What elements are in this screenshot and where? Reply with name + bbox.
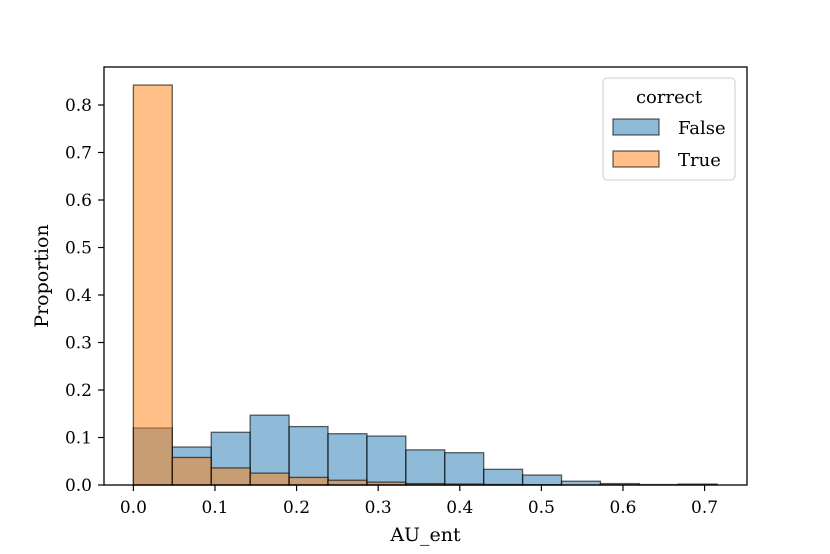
y-tick-label: 0.0 — [65, 476, 92, 496]
bar-false-7 — [405, 449, 446, 486]
x-tick-label: 0.6 — [609, 498, 636, 518]
x-tick-label: 0.1 — [201, 498, 228, 518]
x-tick-label: 0.0 — [120, 498, 147, 518]
x-tick-label: 0.3 — [365, 498, 392, 518]
x-tick-label: 0.5 — [528, 498, 555, 518]
bar-true-5 — [327, 479, 368, 486]
x-tick-label: 0.4 — [446, 498, 473, 518]
bar-true-4 — [288, 476, 329, 486]
x-axis-ticks: 0.0 0.1 0.2 0.3 0.4 0.5 0.6 0.7 — [120, 485, 718, 518]
bar-true-2 — [210, 467, 251, 486]
bar-false-4 — [288, 425, 329, 486]
series-true-bars — [132, 84, 563, 486]
bar-false-6 — [366, 435, 407, 486]
bar-true-3 — [249, 472, 290, 486]
x-tick-label: 0.2 — [283, 498, 310, 518]
bar-true-0 — [132, 84, 173, 486]
plot-frame — [103, 66, 748, 486]
legend: correct False True — [602, 77, 736, 181]
legend-swatch-true — [612, 150, 660, 168]
y-tick-label: 0.5 — [65, 239, 92, 259]
bar-false-10 — [521, 474, 563, 486]
bar-true-1 — [171, 456, 212, 486]
legend-title: correct — [636, 87, 703, 108]
y-tick-label: 0.8 — [65, 96, 92, 116]
y-tick-label: 0.3 — [65, 334, 92, 354]
y-tick-label: 0.1 — [65, 429, 92, 449]
bar-false-8 — [444, 452, 485, 486]
x-tick-label: 0.7 — [691, 498, 718, 518]
y-tick-label: 0.4 — [65, 286, 92, 306]
y-tick-label: 0.6 — [65, 191, 92, 211]
bar-false-9 — [483, 468, 524, 486]
y-axis-ticks: 0.0 0.1 0.2 0.3 0.4 0.5 0.6 0.7 0.8 — [65, 96, 104, 496]
legend-swatch-false — [612, 118, 660, 136]
bar-false-5 — [327, 433, 368, 486]
legend-label-false: False — [678, 118, 726, 139]
legend-label-true: True — [678, 150, 721, 171]
y-tick-label: 0.7 — [65, 144, 92, 164]
x-axis-label: AU_ent — [389, 524, 461, 546]
y-axis-label: Proportion — [31, 224, 53, 327]
y-tick-label: 0.2 — [65, 381, 92, 401]
